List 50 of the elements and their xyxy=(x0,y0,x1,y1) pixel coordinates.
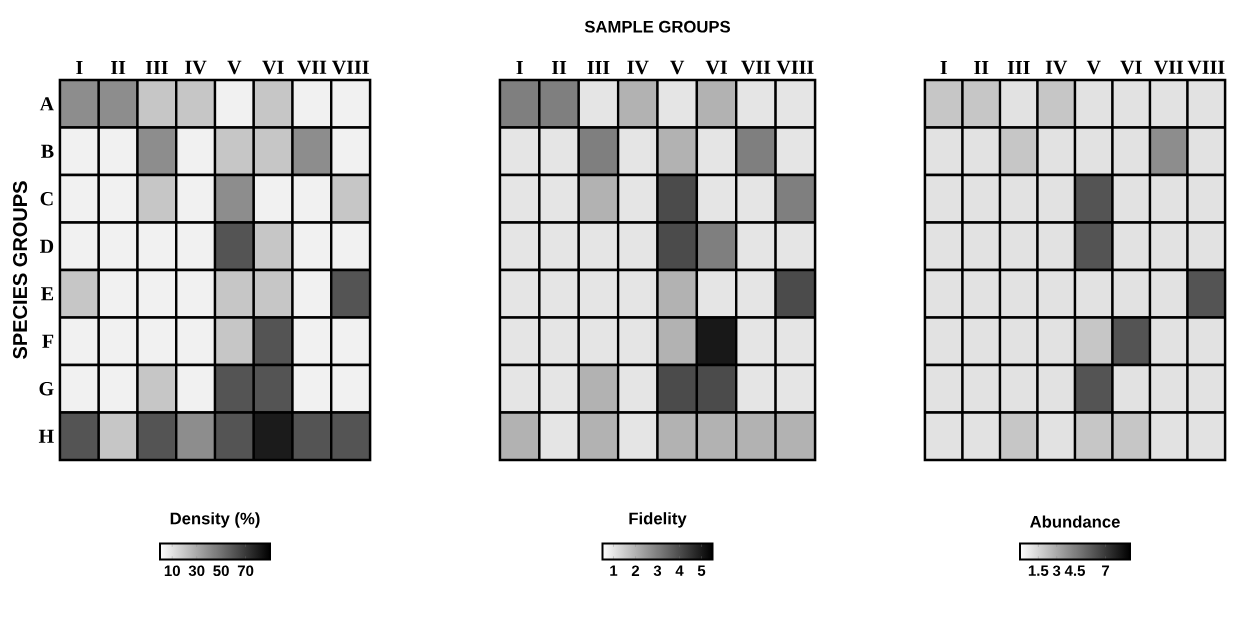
x-tick-label: VII xyxy=(1153,60,1184,75)
color-bar-label: 30 xyxy=(188,565,205,577)
color-bar-label: 1.5 xyxy=(1028,565,1049,576)
x-tick-label: II xyxy=(551,61,567,75)
color-bar-title: Density (%) xyxy=(170,512,260,528)
x-tick-label: I xyxy=(940,61,947,75)
color-bar-label: 5 xyxy=(697,565,706,576)
color-bar-label: 7 xyxy=(1102,565,1110,576)
x-tick-label: V xyxy=(670,60,685,75)
y-tick-label: C xyxy=(40,192,53,206)
x-tick-label: V xyxy=(227,60,242,75)
color-bar-label: 3 xyxy=(653,565,662,577)
color-bar-title: Fidelity xyxy=(629,512,687,528)
color-bar-label: 4 xyxy=(675,565,684,576)
x-tick-label: VI xyxy=(705,60,727,75)
y-tick-label: B xyxy=(41,144,54,158)
y-tick-label: F xyxy=(42,334,54,348)
y-tick-label: G xyxy=(39,382,54,396)
y-tick-label: E xyxy=(41,287,54,301)
x-tick-label: VII xyxy=(297,60,327,75)
x-tick-label: II xyxy=(111,61,126,75)
y-tick-label: A xyxy=(39,97,54,111)
x-tick-label: III xyxy=(587,61,610,75)
x-tick-label: I xyxy=(516,61,523,75)
color-bar-label: 70 xyxy=(237,565,254,577)
y-tick-label: H xyxy=(38,429,54,443)
x-tick-label: VI xyxy=(1120,60,1142,75)
color-bar-label: 50 xyxy=(213,565,229,577)
x-tick-label: IV xyxy=(185,60,207,75)
color-bar-label: 2 xyxy=(631,565,640,576)
color-bar-label: 3 xyxy=(1052,565,1061,577)
x-tick-label: VII xyxy=(741,60,771,75)
x-tick-label: VIII xyxy=(331,60,369,75)
x-tick-label: III xyxy=(1007,61,1030,75)
x-tick-label: VI xyxy=(262,60,284,75)
x-tick-label: IV xyxy=(627,60,649,75)
x-tick-label: VIII xyxy=(776,60,814,75)
y-axis-title: SPECIES GROUPS xyxy=(12,181,28,359)
x-axis-title: SAMPLE GROUPS xyxy=(584,20,731,33)
x-tick-label: III xyxy=(145,61,168,75)
x-tick-label: V xyxy=(1086,60,1101,75)
x-tick-label: VIII xyxy=(1187,60,1225,75)
color-bar-title: Abundance xyxy=(1030,515,1120,528)
color-bar-label: 4.5 xyxy=(1064,565,1086,576)
x-tick-label: IV xyxy=(1045,60,1068,75)
y-tick-label: D xyxy=(40,239,54,253)
x-tick-label: I xyxy=(76,61,83,75)
color-bar-label: 1 xyxy=(610,565,618,576)
x-tick-label: II xyxy=(974,61,989,75)
color-bar-label: 10 xyxy=(164,565,180,577)
